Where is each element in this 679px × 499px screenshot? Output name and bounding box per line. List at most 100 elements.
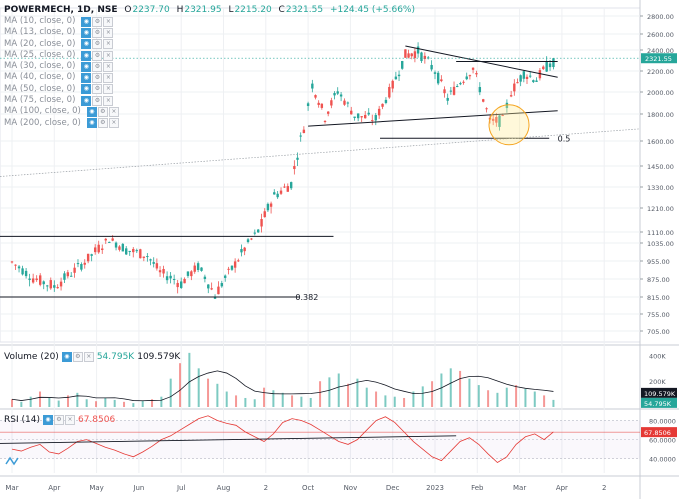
close-icon[interactable]: × xyxy=(64,415,75,425)
rsi-y-tick: 80.0000 xyxy=(649,418,676,426)
ma-row[interactable]: MA (40, close, 0) ◉ ⚙ × xyxy=(4,72,415,84)
candle xyxy=(545,61,548,72)
ma-row[interactable]: MA (13, close, 0) ◉ ⚙ × xyxy=(4,27,415,38)
volume-bar xyxy=(253,399,256,407)
candle xyxy=(111,238,114,241)
eye-icon[interactable]: ◉ xyxy=(81,27,92,38)
eye-icon[interactable]: ◉ xyxy=(81,61,92,72)
settings-icon[interactable]: ⚙ xyxy=(92,16,103,27)
settings-icon[interactable]: ⚙ xyxy=(53,415,64,425)
ma-row[interactable]: MA (100, close, 0) ◉ ⚙ × xyxy=(4,106,415,118)
ma-row[interactable]: MA (10, close, 0) ◉ ⚙ × xyxy=(4,16,415,27)
volume-bar xyxy=(524,388,527,407)
candle xyxy=(196,263,200,270)
candle xyxy=(213,296,217,299)
close-icon[interactable]: × xyxy=(103,61,114,72)
ma-label: MA (13, close, 0) xyxy=(4,27,76,38)
close-icon[interactable]: × xyxy=(108,118,119,129)
candle xyxy=(525,76,529,79)
candle xyxy=(155,263,159,269)
y-tick-label: 1600.00 xyxy=(647,138,674,146)
volume-y-tick: 400K xyxy=(649,352,666,360)
settings-icon[interactable]: ⚙ xyxy=(92,61,103,72)
y-tick-label: 875.00 xyxy=(647,276,670,284)
volume-tag xyxy=(641,397,677,408)
close-icon[interactable]: × xyxy=(83,352,94,362)
close-icon[interactable]: × xyxy=(103,73,114,84)
eye-icon[interactable]: ◉ xyxy=(42,415,53,425)
x-tick-label: Oct xyxy=(302,484,314,492)
candle xyxy=(320,103,324,108)
close-icon[interactable]: × xyxy=(103,39,114,50)
eye-icon[interactable]: ◉ xyxy=(61,352,72,362)
close-icon[interactable]: × xyxy=(103,95,114,106)
close-icon[interactable]: × xyxy=(108,107,119,118)
candle xyxy=(519,75,522,82)
volume-bar xyxy=(459,370,462,407)
candle xyxy=(416,46,420,54)
settings-icon[interactable]: ⚙ xyxy=(92,27,103,38)
candle xyxy=(381,103,384,107)
volume-bar xyxy=(440,373,443,407)
candle xyxy=(256,229,260,233)
ma-row[interactable]: MA (30, close, 0) ◉ ⚙ × xyxy=(4,61,415,72)
candle xyxy=(346,102,350,104)
candle xyxy=(158,270,162,273)
candle xyxy=(306,103,310,106)
eye-icon[interactable]: ◉ xyxy=(81,95,92,106)
volume-bar xyxy=(281,392,284,407)
candle xyxy=(80,264,83,270)
volume-title: Volume (20) xyxy=(4,352,59,362)
eye-icon[interactable]: ◉ xyxy=(81,39,92,50)
settings-icon[interactable]: ⚙ xyxy=(72,352,83,362)
candle xyxy=(273,192,276,195)
candle xyxy=(548,63,552,68)
ma-label: MA (100, close, 0) xyxy=(4,106,81,117)
volume-bar xyxy=(272,390,275,407)
candle xyxy=(407,53,410,58)
volume-bar xyxy=(328,377,331,407)
candle xyxy=(433,72,437,74)
ma-row[interactable]: MA (50, close, 0) ◉ ⚙ × xyxy=(4,84,415,95)
ma-row[interactable]: MA (20, close, 0) ◉ ⚙ × xyxy=(4,39,415,50)
volume-bar xyxy=(365,387,368,407)
volume-bar xyxy=(132,403,135,407)
settings-icon[interactable]: ⚙ xyxy=(92,50,103,61)
settings-icon[interactable]: ⚙ xyxy=(97,118,108,129)
candle xyxy=(452,86,456,95)
eye-icon[interactable]: ◉ xyxy=(86,107,97,118)
volume-bar xyxy=(123,401,126,407)
candle xyxy=(513,83,516,92)
y-tick-label: 1450.00 xyxy=(647,163,674,171)
eye-icon[interactable]: ◉ xyxy=(81,16,92,27)
ma-row[interactable]: MA (25, close, 0) ◉ ⚙ × xyxy=(4,50,415,61)
ma-row[interactable]: MA (200, close, 0) ◉ ⚙ × xyxy=(4,118,415,129)
settings-icon[interactable]: ⚙ xyxy=(92,84,103,95)
candle xyxy=(193,265,196,272)
candle xyxy=(427,57,430,59)
eye-icon[interactable]: ◉ xyxy=(86,118,97,129)
rsi-value: 67.8506 xyxy=(77,415,116,425)
settings-icon[interactable]: ⚙ xyxy=(92,39,103,50)
close-icon[interactable]: × xyxy=(103,16,114,27)
eye-icon[interactable]: ◉ xyxy=(81,50,92,61)
candle xyxy=(374,115,377,121)
ma-row[interactable]: MA (75, close, 0) ◉ ⚙ × xyxy=(4,95,415,106)
settings-icon[interactable]: ⚙ xyxy=(92,95,103,106)
candle xyxy=(70,275,73,277)
candle xyxy=(17,266,21,269)
y-tick-label: 955.00 xyxy=(647,258,670,266)
ma-indicator-list: MA (10, close, 0) ◉ ⚙ × MA (13, close, 0) ◉ ⚙ ×… xyxy=(4,16,415,129)
close-icon[interactable]: × xyxy=(103,84,114,95)
close-icon[interactable]: × xyxy=(103,27,114,38)
candle xyxy=(471,67,475,70)
close-icon[interactable]: × xyxy=(103,50,114,61)
settings-icon[interactable]: ⚙ xyxy=(97,107,108,118)
eye-icon[interactable]: ◉ xyxy=(81,84,92,95)
settings-icon[interactable]: ⚙ xyxy=(92,73,103,84)
volume-ma-tag-label: 109.579K xyxy=(644,390,676,398)
eye-icon[interactable]: ◉ xyxy=(81,73,92,84)
candle xyxy=(367,112,370,115)
candle xyxy=(73,267,76,273)
